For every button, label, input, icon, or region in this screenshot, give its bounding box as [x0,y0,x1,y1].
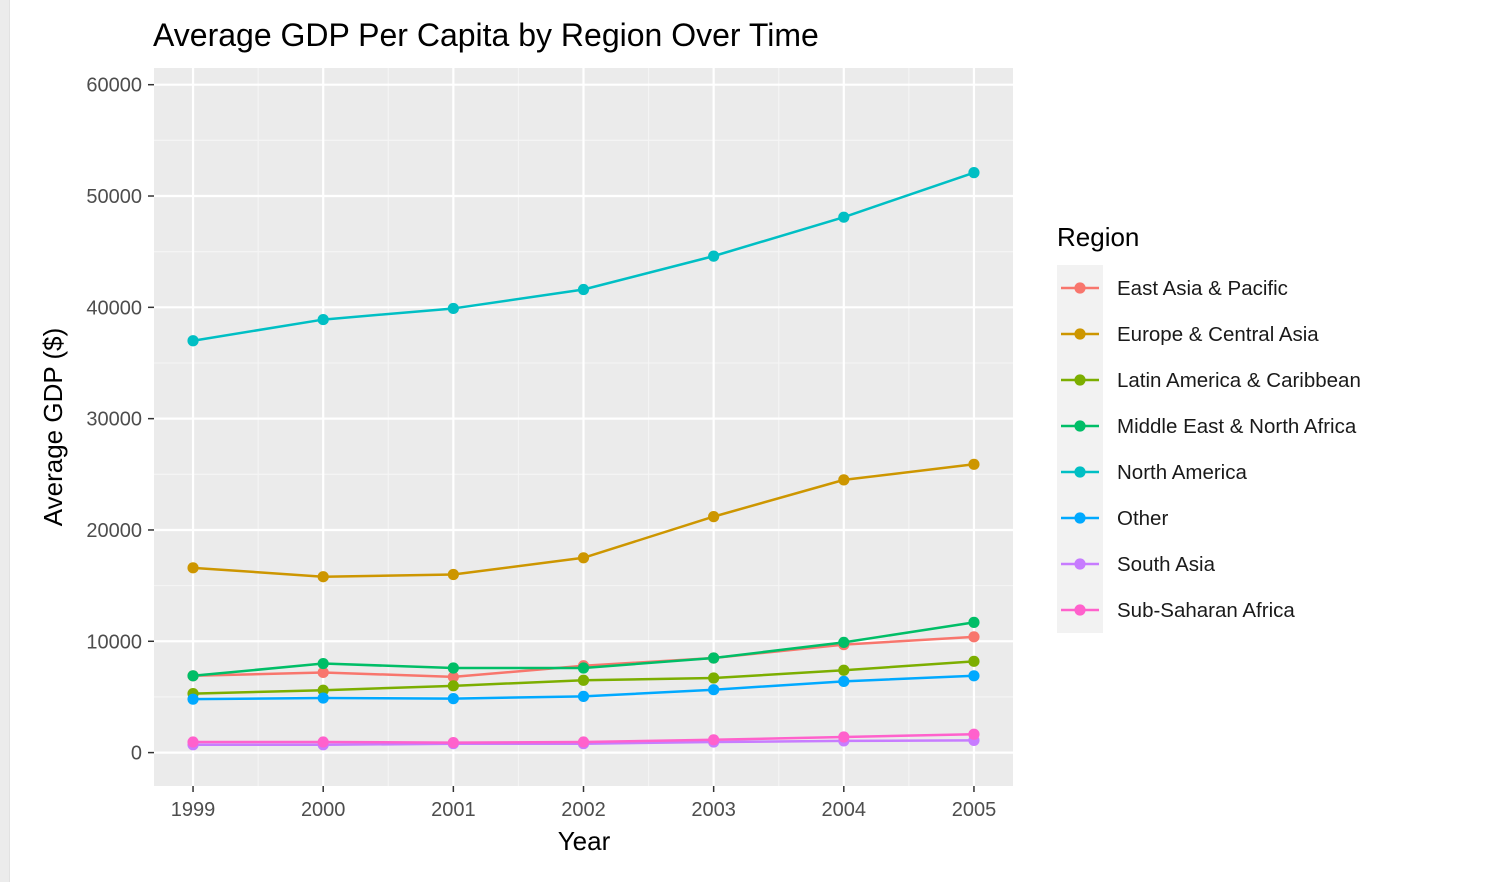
data-point [317,313,329,326]
x-tick-label: 2001 [431,799,476,821]
data-point [447,568,459,581]
data-point [577,283,590,296]
data-point [447,680,459,692]
data-point [317,736,329,748]
data-point [838,731,850,743]
legend-key-point [1074,558,1086,570]
x-axis: 1999 2000 2001 2002 2003 2004 2005 [171,786,996,821]
legend-label: Europe & Central Asia [1117,323,1319,346]
data-point [447,736,459,749]
data-point [968,655,980,667]
legend-title: Region [1057,222,1139,252]
data-point [708,652,720,664]
legend-label: East Asia & Pacific [1117,277,1288,300]
legend-key-point [1074,374,1086,386]
y-tick-label: 30000 [86,409,142,431]
y-tick-label: 20000 [86,520,142,542]
data-point [577,690,590,702]
data-point [968,631,980,643]
legend-key-point [1074,512,1086,524]
x-tick-label: 2002 [561,799,606,821]
legend-label: Middle East & North Africa [1117,415,1357,438]
y-axis-title: Average GDP ($) [38,328,68,526]
legend-key-point [1074,420,1086,432]
legend-label: Latin America & Caribbean [1117,369,1361,392]
x-tick-label: 2003 [691,799,736,821]
data-point [447,693,459,705]
legend-label: Other [1117,507,1168,530]
data-point [577,736,590,748]
data-point [838,675,850,687]
x-tick-label: 2004 [822,799,867,821]
data-point [577,674,590,686]
y-tick-label: 0 [131,743,142,765]
x-tick-label: 2005 [952,799,997,821]
chart-title: Average GDP Per Capita by Region Over Ti… [153,17,819,53]
data-point [708,684,720,696]
x-tick-label: 2000 [301,799,346,821]
legend-label: South Asia [1117,553,1216,576]
data-point [447,302,459,315]
data-point [447,671,459,683]
data-point [317,657,329,670]
y-tick-label: 60000 [86,75,142,97]
legend-key-point [1074,282,1086,294]
data-point [968,458,980,470]
data-point [968,670,980,682]
y-tick-label: 50000 [86,186,142,208]
data-point [187,693,199,705]
data-point [968,728,980,740]
y-tick-label: 10000 [86,631,142,653]
data-point [838,664,850,676]
data-point [838,211,850,223]
series-points [187,167,980,751]
y-axis: 0 10000 20000 30000 40000 50000 60000 [86,75,154,765]
data-point [317,571,329,583]
data-point [708,250,720,262]
legend-key-point [1074,328,1086,340]
data-point [187,335,199,347]
legend: Region East Asia & Pacific Europe & Centr… [1057,222,1361,633]
data-point [577,552,590,564]
window-edge [0,0,10,882]
data-point [577,662,590,674]
legend-key-point [1074,604,1086,616]
data-point [317,684,329,696]
data-point [317,692,329,704]
x-tick-label: 1999 [171,799,216,821]
data-point [708,734,720,746]
data-point [447,662,459,674]
data-point [317,666,329,679]
legend-label: North America [1117,461,1247,484]
data-point [708,511,720,523]
data-point [187,670,199,682]
y-tick-label: 40000 [86,297,142,319]
data-point [187,736,199,748]
data-point [838,474,850,486]
data-point [968,167,980,179]
data-point [708,672,720,684]
data-point [838,636,850,649]
x-axis-title: Year [558,826,611,856]
legend-label: Sub-Saharan Africa [1117,599,1295,622]
data-point [968,616,980,628]
legend-key-point [1074,466,1086,478]
data-point [187,562,199,574]
